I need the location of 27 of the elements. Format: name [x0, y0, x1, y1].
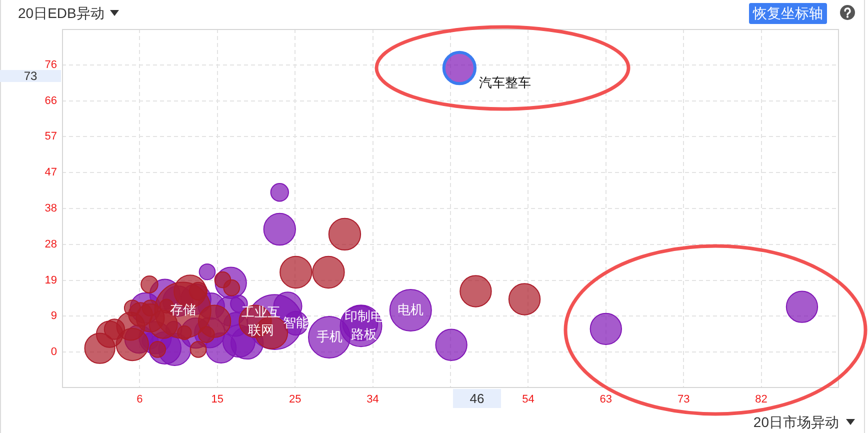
x-tick-label: 73 — [677, 394, 690, 406]
x-tick-label: 15 — [211, 394, 224, 406]
x-tick-label: 82 — [755, 394, 768, 406]
button: 恢复坐标轴 — [749, 3, 827, 24]
annotation: 存储 — [170, 302, 196, 317]
y-tick-label: 9 — [50, 310, 57, 322]
annotation: 智能 — [282, 314, 309, 330]
y-tick-label: 0 — [50, 346, 57, 358]
text: 46 — [453, 389, 501, 408]
annotation: 电机 — [398, 302, 424, 317]
y-tick-label: 38 — [44, 202, 57, 215]
x-tick-label: 25 — [288, 394, 302, 406]
x-axis-title: 20日市场异动 — [753, 413, 839, 431]
y-tick-label: 76 — [44, 58, 57, 71]
y-tick-label: 57 — [44, 130, 57, 143]
x-tick-label: 63 — [600, 394, 612, 406]
x-tick-label: 54 — [522, 394, 534, 406]
x-tick-label: 34 — [366, 394, 379, 406]
y-tick-label: 28 — [44, 238, 57, 250]
y-tick-label: 47 — [44, 166, 57, 179]
y-axis-title: 20日EDB异动 — [18, 4, 104, 22]
y-tick-label: 66 — [44, 94, 57, 107]
x-tick-label: 6 — [136, 394, 143, 406]
annotation: 手机 — [316, 328, 342, 344]
y-tick-label: 19 — [44, 274, 57, 286]
annotation: 汽车整车 — [479, 75, 532, 90]
text: 73 — [0, 68, 61, 82]
